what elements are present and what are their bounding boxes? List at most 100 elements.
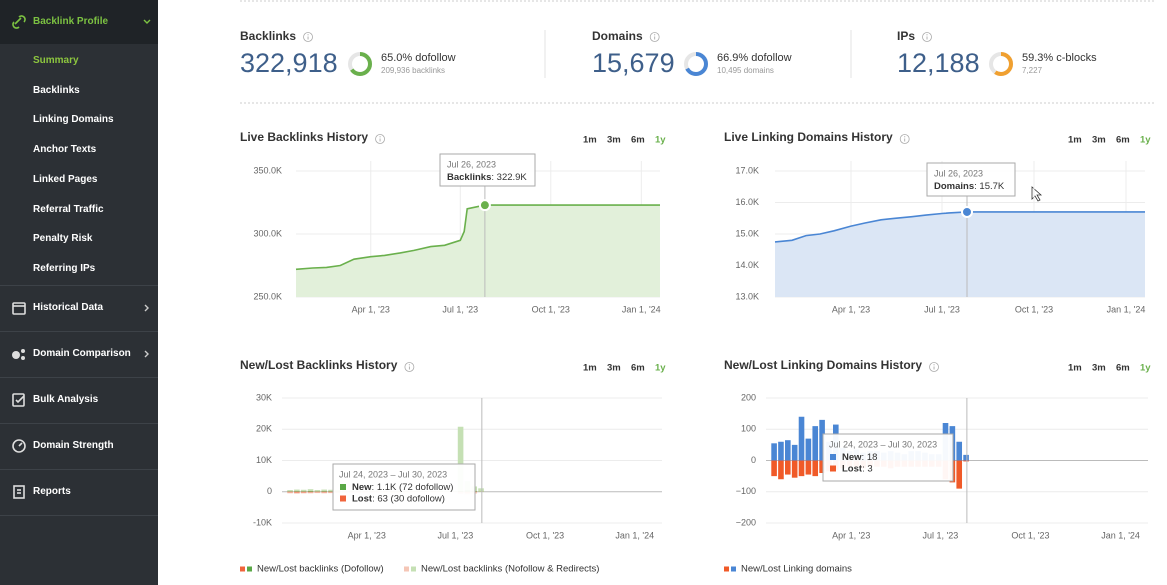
y-tick-label: 300.0K [253,228,282,238]
submenu-item[interactable]: Linking Domains [33,114,114,126]
area [296,205,660,297]
period-button[interactable]: 3m [1092,135,1106,146]
x-tick-label: Jul 1, '23 [442,304,478,314]
y-tick-label: 0 [267,486,272,496]
icon-shape [21,356,25,360]
tooltip-label: New [842,452,862,463]
info-icon [654,34,656,36]
y-tick-label: 10K [256,455,272,465]
submenu-item[interactable]: Linked Pages [33,173,98,185]
new-bar [805,438,812,461]
new-bar [300,489,307,492]
stat-label: Backlinks [240,29,296,43]
submenu-item[interactable]: Backlinks [33,84,80,96]
new-bar [812,426,819,461]
submenu-item[interactable]: Summary [33,55,79,66]
tooltip-label: Lost [842,463,863,474]
section-title[interactable]: Backlink Profile [33,16,109,27]
period-button[interactable]: 6m [631,135,645,146]
submenu-item[interactable]: Referring IPs [33,262,96,274]
x-tick-label: Apr 1, '23 [352,304,390,314]
tooltip-label: Backlinks [447,172,491,183]
legend-label[interactable]: New/Lost backlinks (Nofollow & Redirects… [421,564,599,575]
stat-value: 322,918 [240,48,338,78]
y-tick-label: 14.0K [735,260,759,270]
period-button[interactable]: 6m [1116,135,1130,146]
chevron-shape [144,350,149,358]
new-bar [321,491,327,492]
tooltip-label: Domains [934,181,974,192]
legend-label[interactable]: New/Lost backlinks (Dofollow) [257,564,384,575]
menu-icon [12,439,26,453]
period-button[interactable]: 3m [1092,363,1106,374]
period-button[interactable]: 1m [1068,363,1082,374]
new-bar [300,491,307,492]
period-button[interactable]: 6m [631,363,645,374]
lost-bar [287,491,293,493]
new-bar [328,489,334,492]
period-button[interactable]: 6m [1116,363,1130,374]
sidebar: Backlink Profile Summary Backlinks Linking … [0,0,158,585]
period-button[interactable]: 1y [1140,135,1151,146]
new-bar [328,491,334,492]
menu-item[interactable]: Bulk Analysis [33,394,99,405]
submenu-item[interactable]: Referral Traffic [33,203,104,215]
lost-bar [812,460,819,477]
x-tick-label: Apr 1, '23 [832,530,870,540]
new-bar [956,441,963,461]
submenu-item[interactable]: Penalty Risk [33,233,93,245]
lost-bar [791,460,798,478]
info-icon [904,136,906,138]
period-button[interactable]: 1m [1068,135,1082,146]
stat-value: 12,188 [897,48,980,78]
area [775,211,1145,297]
submenu-item[interactable]: Anchor Texts [33,144,97,156]
chart-title: New/Lost Linking Domains History [724,358,922,372]
tooltip [439,153,536,187]
lost-bar [294,491,300,493]
ring-arc [348,52,372,76]
lost-bar [778,460,784,480]
menu-item[interactable]: Historical Data [33,302,104,313]
icon-shape [15,395,25,404]
new-bar [963,454,969,461]
icon-shape [12,302,26,315]
info-icon [404,362,415,372]
tooltip-swatch [830,465,836,472]
tooltip-line: Lost: 3 [842,463,873,474]
period-button[interactable]: 1y [1140,363,1151,374]
chart-title: Live Backlinks History [240,130,368,144]
menu-divider [0,515,158,516]
period-button[interactable]: 1y [655,363,666,374]
period-button[interactable]: 1y [655,135,666,146]
info-icon [933,364,935,366]
tooltip-sep: : [862,452,867,463]
tooltip-value: 322.9K [497,172,528,183]
period-button[interactable]: 3m [607,135,621,146]
lost-bar [314,492,321,494]
menu-item[interactable]: Domain Strength [33,440,114,451]
ring-arc [684,52,708,76]
hover-point [961,205,973,218]
y-tick-label: 20K [256,424,272,434]
period-button[interactable]: 3m [607,363,621,374]
new-bar [287,490,293,492]
period-button[interactable]: 1m [583,135,597,146]
chevron [144,304,149,312]
menu-item[interactable]: Reports [33,486,71,497]
lost-bar [805,460,812,475]
menu-icon [12,302,26,315]
chevron-shape [144,304,149,312]
tooltip-label: New [352,482,372,493]
icon-shape [12,351,20,359]
y-tick-label: 100 [741,424,756,434]
new-bar [307,489,314,492]
legend-label[interactable]: New/Lost Linking domains [741,564,852,575]
tooltip-date: Jul 26, 2023 [934,168,983,178]
stat-label: Domains [592,29,643,43]
menu-item[interactable]: Domain Comparison [33,348,131,359]
dashboard: Backlinks 322,918 65.0% dofollow 209,936 ba… [240,0,1155,575]
period-button[interactable]: 1m [583,363,597,374]
info-icon [922,32,932,42]
